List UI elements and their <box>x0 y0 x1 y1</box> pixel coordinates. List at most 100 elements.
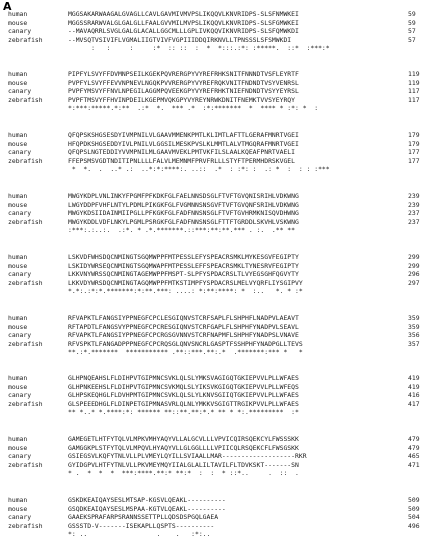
species-label: zebrafish <box>8 278 43 287</box>
sequence-text: GSIEGSVLKQFYTNLVLLPLVMEYLQYILLSVIAALLMAR… <box>68 452 307 461</box>
conservation-symbols: : : : :* :: :: : * *:::.:*: :*****. ::* … <box>68 44 330 53</box>
sequence-text: GSKDKEAIQAYSESLMTSAP-KGSVLQEAKL---------… <box>68 496 226 504</box>
residue-position: 416 <box>408 391 420 400</box>
sequence-text: FFEPSMSVGDTNDITIPNLLLLFALVLMEMNMFPRVFRLL… <box>68 156 296 165</box>
species-label: human <box>8 192 28 200</box>
sequence-text: GLHPSKEQHGLFLDVHPMTGIPMNCSVKLQLSLYLKNVSG… <box>68 391 299 400</box>
panel-label: A <box>3 0 12 13</box>
residue-position: 119 <box>408 70 420 78</box>
sequence-text: MGGSAKARWAAGALGVAGLLCAVLGAVMIVMVPSLIKQQV… <box>68 10 299 18</box>
residue-position: 509 <box>408 504 420 513</box>
sequence-text: --MAVAQRRLSVGLGALGLACALLGGCMLLLGPLIVKQQV… <box>68 27 299 36</box>
species-label: zebrafish <box>8 35 43 44</box>
species-label: mouse <box>8 443 28 452</box>
species-label: human <box>8 70 28 78</box>
species-label: zebrafish <box>8 95 43 104</box>
species-label: mouse <box>8 78 28 87</box>
species-label: canary <box>8 209 32 218</box>
species-label: zebrafish <box>8 339 43 348</box>
sequence-text: RFTAPDTLFANGSVYPPNEGFCPCRESGIQNVSTCRFGAP… <box>68 322 299 331</box>
sequence-text: LKKVNYWRSSQCNMINGTAGEMWPPFMSPT-SLPFYSPDA… <box>68 270 299 279</box>
species-label: canary <box>8 513 32 522</box>
residue-position: 296 <box>408 270 420 279</box>
species-label: zebrafish <box>8 521 43 530</box>
sequence-text: PIPFYLSVYFFDVMNPSEILKGEKPQVRERGPYVYREFRH… <box>68 70 299 78</box>
sequence-text: QFQPSKSHGSESDYIVMPNILVLGAAVMMENKPMTLKLIM… <box>68 131 299 139</box>
sequence-text: GYIDGPVLHTFYTNLVLLPKVMEYMQYIIALGLALILTAV… <box>68 460 299 469</box>
species-label: human <box>8 374 28 382</box>
species-label: canary <box>8 452 32 461</box>
residue-position: 509 <box>408 496 420 504</box>
sequence-text: GAMGGKPLSTFYTQLVLMPQVLHYAQYVLLGLGGLLLLVP… <box>68 443 299 452</box>
sequence-text: GSQDKEAIQAYSESLMSPAA-KGTVLQEAKL---------… <box>68 504 226 513</box>
species-label: mouse <box>8 139 28 148</box>
residue-position: 299 <box>408 261 420 270</box>
sequence-text: PVPFYLSVYFFEVVNPNEVLNGQKPVVRERGPYVYREFRQ… <box>68 78 299 87</box>
species-label: canary <box>8 148 32 157</box>
residue-position: 237 <box>408 209 420 218</box>
species-label: mouse <box>8 504 28 513</box>
residue-position: 504 <box>408 513 420 522</box>
residue-position: 496 <box>408 521 420 530</box>
residue-position: 237 <box>408 217 420 226</box>
sequence-text: MGGSSRARWVALGLGALGLLFAALGVVMILMVPSLIKQQV… <box>68 18 299 27</box>
residue-position: 359 <box>408 314 420 322</box>
species-label: canary <box>8 270 32 279</box>
residue-position: 177 <box>408 148 420 157</box>
residue-position: 57 <box>408 35 416 44</box>
conservation-symbols: *.*:.:*:*.*******:*:**.***: ....: *:**:*… <box>68 287 303 296</box>
sequence-text: HFQPDKSHGSEDDYIVLPNILVLGGSILMESKPVSLKLMM… <box>68 139 299 148</box>
sequence-text: MWGYKDSIIDAINMIIPGLLPFKGKFGLFADFNNSNSGLF… <box>68 209 299 218</box>
conservation-symbols: * . * * * ***:****.**:* **:* : : * ::*..… <box>68 469 299 478</box>
species-label: mouse <box>8 261 28 270</box>
sequence-text: RFVAPKTLFANGSIYPPNEGFCPCRGSGVNNVSTCRFNAP… <box>68 331 299 340</box>
residue-position: 299 <box>408 253 420 261</box>
residue-position: 419 <box>408 382 420 391</box>
sequence-text: GLHPNKEEHSLFLDIHPVTGIPMNCSVKMQLSLYIKSVKG… <box>68 382 299 391</box>
sequence-text: PVPFTMSVYFFHVINPDEILKGEPMVQKGPYVYREYNRWK… <box>68 95 296 104</box>
residue-position: 117 <box>408 95 420 104</box>
species-label: human <box>8 253 28 261</box>
residue-position: 59 <box>408 10 416 18</box>
species-label: human <box>8 131 28 139</box>
species-label: zebrafish <box>8 460 43 469</box>
species-label: canary <box>8 391 32 400</box>
conservation-symbols: :***:.:..:. .:*. * .*.*******.::***:**:*… <box>68 226 296 235</box>
sequence-text: MWGYKDPLVNLINKYFPGMFPFKDKFGLFAELNNSDSGLF… <box>68 192 299 200</box>
species-label: zebrafish <box>8 156 43 165</box>
species-label: mouse <box>8 322 28 331</box>
sequence-text: LKKVDYWRSDQCNMINGTAGQMWPPFMTKSTIMPFYSPDA… <box>68 278 303 287</box>
residue-position: 479 <box>408 435 420 443</box>
residue-position: 59 <box>408 18 416 27</box>
residue-position: 179 <box>408 131 420 139</box>
sequence-text: GSSSTD-V-------ISEKAPLLQSPTS---------- <box>68 521 215 530</box>
species-label: human <box>8 496 28 504</box>
sequence-text: LSKVDFWHSDQCNMINGTSGQMWPPFMTPESSLEFYSPEA… <box>68 253 299 261</box>
species-label: mouse <box>8 18 28 27</box>
sequence-text: GLHPNQEAHSLFLDIHPVTGIPMNCSVKLQLSLYMKSVAG… <box>68 374 299 382</box>
residue-position: 356 <box>408 331 420 340</box>
residue-position: 465 <box>408 452 420 461</box>
species-label: canary <box>8 87 32 96</box>
residue-position: 419 <box>408 374 420 382</box>
sequence-text: QFQPSLNGTEDDIYVVMPNILMLGAAVMVEKLPMTVKFIL… <box>68 148 296 157</box>
residue-position: 239 <box>408 192 420 200</box>
residue-position: 471 <box>408 460 420 469</box>
residue-position: 119 <box>408 78 420 87</box>
sequence-text: PVPFYMSVYFFNVLNPEGILAGGMPQVEEKGPYVYREFRH… <box>68 87 299 96</box>
residue-position: 117 <box>408 87 420 96</box>
species-label: zebrafish <box>8 217 43 226</box>
sequence-text: MWGYKDDLVDFLNKYLPGMLPSRGKFGLFADFNNSNSGLF… <box>68 217 299 226</box>
sequence-text: GAMEGETLHTFYTQLVLMPKVMHYAQYVLLALGCVLLLVP… <box>68 435 299 443</box>
species-label: human <box>8 10 28 18</box>
residue-position: 297 <box>408 278 420 287</box>
species-label: human <box>8 435 28 443</box>
residue-position: 239 <box>408 200 420 209</box>
residue-position: 179 <box>408 139 420 148</box>
conservation-symbols: **.:*.******* *********** .**::***.**:.*… <box>68 348 303 357</box>
residue-position: 479 <box>408 443 420 452</box>
residue-position: 177 <box>408 156 420 165</box>
sequence-text: GAAEKSPRAFARPSRANNSSETTPLLQDSDSPGQLGAEA <box>68 513 219 522</box>
species-label: zebrafish <box>8 399 43 408</box>
residue-position: 359 <box>408 322 420 331</box>
